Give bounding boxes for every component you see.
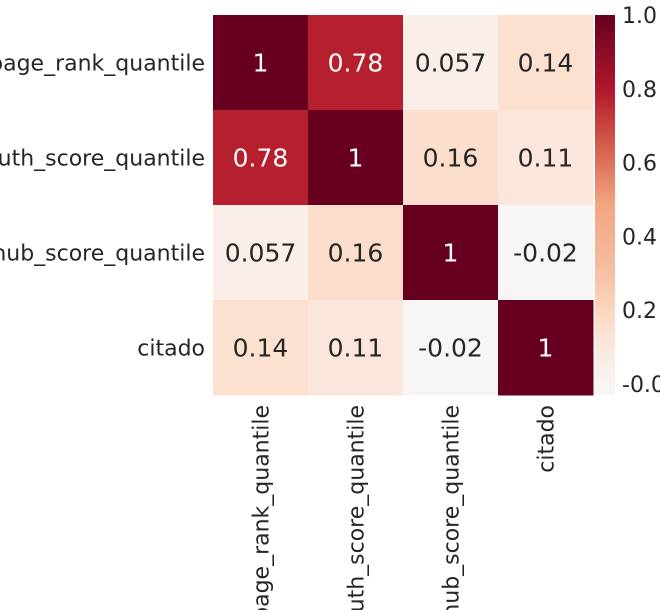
x-tick-label-1: auth_score_quantile [345, 405, 370, 610]
cell-annotations: 1 0.78 0.057 0.14 0.78 1 0.16 0.11 0.057 0.16 1 -0.… [225, 49, 578, 363]
cell-annotation-r3-c2: -0.02 [418, 334, 483, 363]
cell-annotation-r1-c0: 0.78 [233, 144, 289, 173]
heatmap-cell-r3-c0 [213, 300, 309, 396]
colorbar-tick-label-4: 0.8 [622, 78, 657, 103]
heatmap-cell-r1-c2 [403, 110, 499, 206]
cell-annotation-r0-c3: 0.14 [518, 49, 574, 78]
y-tick-label-1: auth_score_quantile [0, 147, 205, 172]
cell-annotation-r3-c1: 0.11 [328, 334, 384, 363]
colorbar-gradient [595, 15, 615, 395]
cell-annotation-r2-c2: 1 [443, 239, 459, 268]
heatmap-cell-r2-c2 [403, 205, 499, 301]
heatmap-cell-r2-c3 [498, 205, 594, 301]
cell-annotation-r3-c3: 1 [538, 334, 554, 363]
cell-annotation-r2-c1: 0.16 [328, 239, 384, 268]
heatmap-cell-r1-c0 [213, 110, 309, 206]
heatmap-cell-r0-c3 [498, 15, 594, 111]
colorbar-tick-label-3: 0.6 [622, 152, 657, 177]
colorbar-tick-label-5: 1.0 [622, 4, 657, 29]
cell-annotation-r3-c0: 0.14 [233, 334, 289, 363]
heatmap-cell-r3-c3 [498, 300, 594, 396]
x-tick-label-3: citado [535, 405, 560, 473]
heatmap-cells [213, 15, 594, 396]
y-tick-label-2: hub_score_quantile [0, 242, 205, 267]
y-tick-label-0: page_rank_quantile [0, 52, 205, 77]
heatmap-cell-r0-c2 [403, 15, 499, 111]
heatmap-cell-r0-c1 [308, 15, 404, 111]
heatmap-cell-r1-c1 [308, 110, 404, 206]
colorbar [595, 15, 615, 395]
cell-annotation-r1-c1: 1 [348, 144, 364, 173]
heatmap-cell-r3-c1 [308, 300, 404, 396]
cell-annotation-r0-c2: 0.057 [415, 49, 487, 78]
cell-annotation-r0-c0: 1 [253, 49, 269, 78]
cell-annotation-r1-c3: 0.11 [518, 144, 574, 173]
colorbar-tick-label-1: 0.2 [622, 299, 657, 324]
colorbar-tick-label-0: -0.0 [622, 373, 660, 398]
heatmap-cell-r2-c0 [213, 205, 309, 301]
x-tick-label-2: hub_score_quantile [440, 405, 465, 610]
heatmap-cell-r2-c1 [308, 205, 404, 301]
x-tick-label-0: page_rank_quantile [250, 405, 275, 610]
cell-annotation-r0-c1: 0.78 [328, 49, 384, 78]
heatmap-cell-r0-c0 [213, 15, 309, 111]
heatmap-cell-r3-c2 [403, 300, 499, 396]
colorbar-tick-label-2: 0.4 [622, 225, 657, 250]
cell-annotation-r1-c2: 0.16 [423, 144, 479, 173]
x-tick-labels: page_rank_quantile auth_score_quantile hub… [250, 405, 560, 610]
cell-annotation-r2-c0: 0.057 [225, 239, 297, 268]
heatmap-cell-r1-c3 [498, 110, 594, 206]
y-tick-labels: page_rank_quantile auth_score_quantilehub… [0, 52, 205, 362]
cell-annotation-r2-c3: -0.02 [513, 239, 578, 268]
y-tick-label-3: citado [137, 337, 205, 362]
colorbar-tick-labels: -0.0 0.2 0.4 0.6 0.8 1.0 [622, 4, 660, 398]
